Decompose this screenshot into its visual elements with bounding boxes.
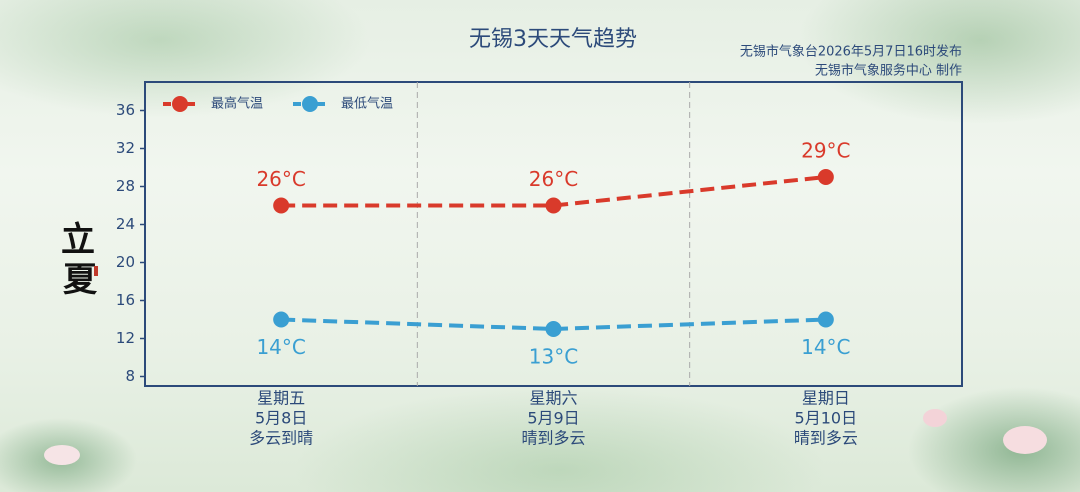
x-tick-label: 星期五 <box>257 389 305 408</box>
seasonal-term-1: 立 <box>61 220 95 260</box>
seal <box>94 266 98 276</box>
point <box>545 321 562 337</box>
series-line <box>281 175 827 208</box>
lotus-decoration <box>923 409 947 427</box>
y-tick-label: 28 <box>116 177 135 195</box>
lotus-decoration <box>1003 426 1047 454</box>
point <box>817 311 834 328</box>
date-label: 5月10日 <box>795 409 858 428</box>
date-label: 5月9日 <box>527 409 579 428</box>
y-tick-label: 12 <box>116 329 135 347</box>
point <box>817 169 834 185</box>
chart-title: 无锡3天天气趋势 <box>469 27 637 52</box>
value-label: 29°C <box>801 139 850 163</box>
subtitle: 无锡市气象台2026年5月7日16时发布 <box>740 44 962 60</box>
legend-label: 最高气温 <box>211 96 263 112</box>
point <box>273 197 290 214</box>
y-tick-label: 16 <box>116 291 135 309</box>
series-line <box>281 317 826 332</box>
x-tick-label: 星期六 <box>529 389 577 408</box>
weather-label: 晴到多云 <box>521 429 585 448</box>
value-label: 26°C <box>256 167 305 191</box>
point <box>545 197 562 214</box>
value-label: 13°C <box>529 345 578 369</box>
legend-marker <box>172 96 188 112</box>
legend-marker <box>302 96 318 112</box>
subtitle: 无锡市气象服务中心 制作 <box>815 63 962 79</box>
weather-label: 晴到多云 <box>794 429 858 448</box>
y-tick-label: 36 <box>116 101 135 119</box>
y-tick-label: 8 <box>125 367 135 385</box>
point <box>273 311 290 328</box>
plot-frame <box>144 81 963 387</box>
value-label: 14°C <box>801 335 850 359</box>
seasonal-term-2: 夏 <box>63 260 98 300</box>
x-tick-label: 星期日 <box>802 389 850 408</box>
value-label: 14°C <box>256 335 305 359</box>
weather-label: 多云到晴 <box>249 429 313 448</box>
date-label: 5月8日 <box>255 409 307 428</box>
y-tick-label: 32 <box>116 139 135 157</box>
lotus-decoration <box>44 445 80 465</box>
value-label: 26°C <box>529 167 578 191</box>
y-tick-label: 20 <box>116 253 135 271</box>
legend-label: 最低气温 <box>341 96 393 112</box>
y-tick-label: 24 <box>116 215 135 233</box>
